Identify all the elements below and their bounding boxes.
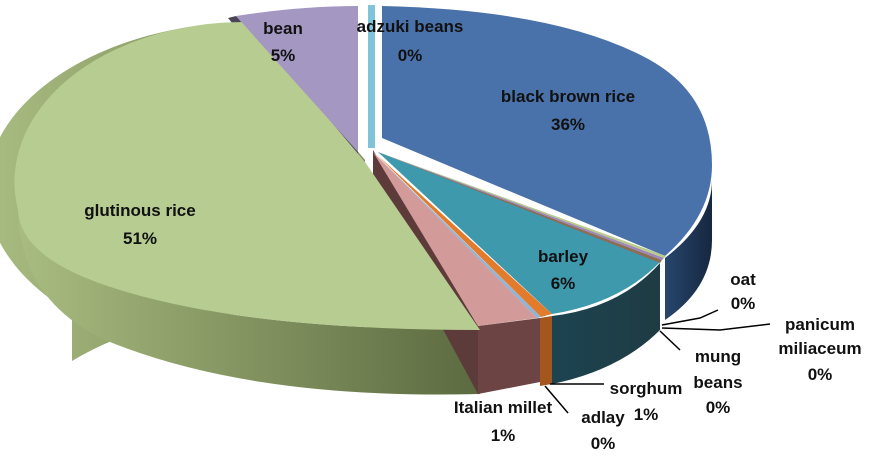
slice-italian-millet — [373, 152, 537, 326]
label-name-bean: bean — [263, 19, 303, 38]
label-value-italian-millet: 1% — [491, 426, 516, 445]
label-name-mung-beans-1: mung — [695, 347, 741, 366]
slice-adzuki-beans — [368, 5, 375, 148]
label-name-black-brown-rice: black brown rice — [501, 87, 635, 106]
label-name-sorghum: sorghum — [610, 379, 683, 398]
slice-side-barley — [552, 263, 660, 384]
label-value-barley: 6% — [551, 274, 576, 293]
label-name-glutinous-rice: glutinous rice — [84, 201, 195, 220]
leader-line-oat — [661, 309, 719, 326]
pie-top-faces — [14, 5, 712, 331]
label-value-glutinous-rice: 51% — [123, 229, 157, 248]
leader-line-mung-beans — [659, 330, 681, 351]
label-value-panicum-miliaceum: 0% — [808, 365, 833, 384]
slice-barley — [378, 152, 660, 314]
slice-glutinous-rice — [14, 21, 481, 331]
leader-lines — [544, 309, 771, 414]
label-value-sorghum: 1% — [634, 405, 659, 424]
label-value-bean: 5% — [271, 46, 296, 65]
slice-adlay — [375, 154, 541, 318]
slice-side-italian-millet — [478, 318, 540, 394]
slice-labels: black brown rice 36% barley 6% oat 0% pa… — [84, 17, 861, 453]
label-value-black-brown-rice: 36% — [551, 115, 585, 134]
slice-mung-beans — [378, 152, 666, 258]
slice-panicum-miliaceum — [378, 152, 664, 260]
label-name-italian-millet: Italian millet — [454, 398, 553, 417]
label-value-adlay: 0% — [591, 434, 616, 453]
label-value-adzuki-beans: 0% — [398, 46, 423, 65]
label-name-panicum-miliaceum-1: panicum — [785, 315, 855, 334]
leader-line-adlay — [544, 385, 569, 414]
slice-sorghum — [376, 154, 552, 317]
label-name-adlay: adlay — [581, 408, 625, 427]
slice-oat — [378, 152, 662, 263]
label-name-panicum-miliaceum-2: miliaceum — [778, 339, 861, 358]
label-name-adzuki-beans: adzuki beans — [357, 17, 464, 36]
label-name-oat: oat — [730, 270, 756, 289]
slice-bean — [236, 6, 358, 152]
slice-black-brown-rice — [382, 6, 712, 256]
slice-side-black-brown-rice — [665, 180, 712, 320]
label-name-barley: barley — [538, 247, 589, 266]
slice-side-glutinous-rice-front — [18, 210, 480, 395]
label-value-mung-beans: 0% — [706, 398, 731, 417]
label-value-oat: 0% — [731, 294, 756, 313]
leader-line-panicum-miliaceum — [661, 323, 771, 331]
label-name-mung-beans-2: beans — [693, 373, 742, 392]
slice-side-sorghum — [540, 316, 552, 386]
